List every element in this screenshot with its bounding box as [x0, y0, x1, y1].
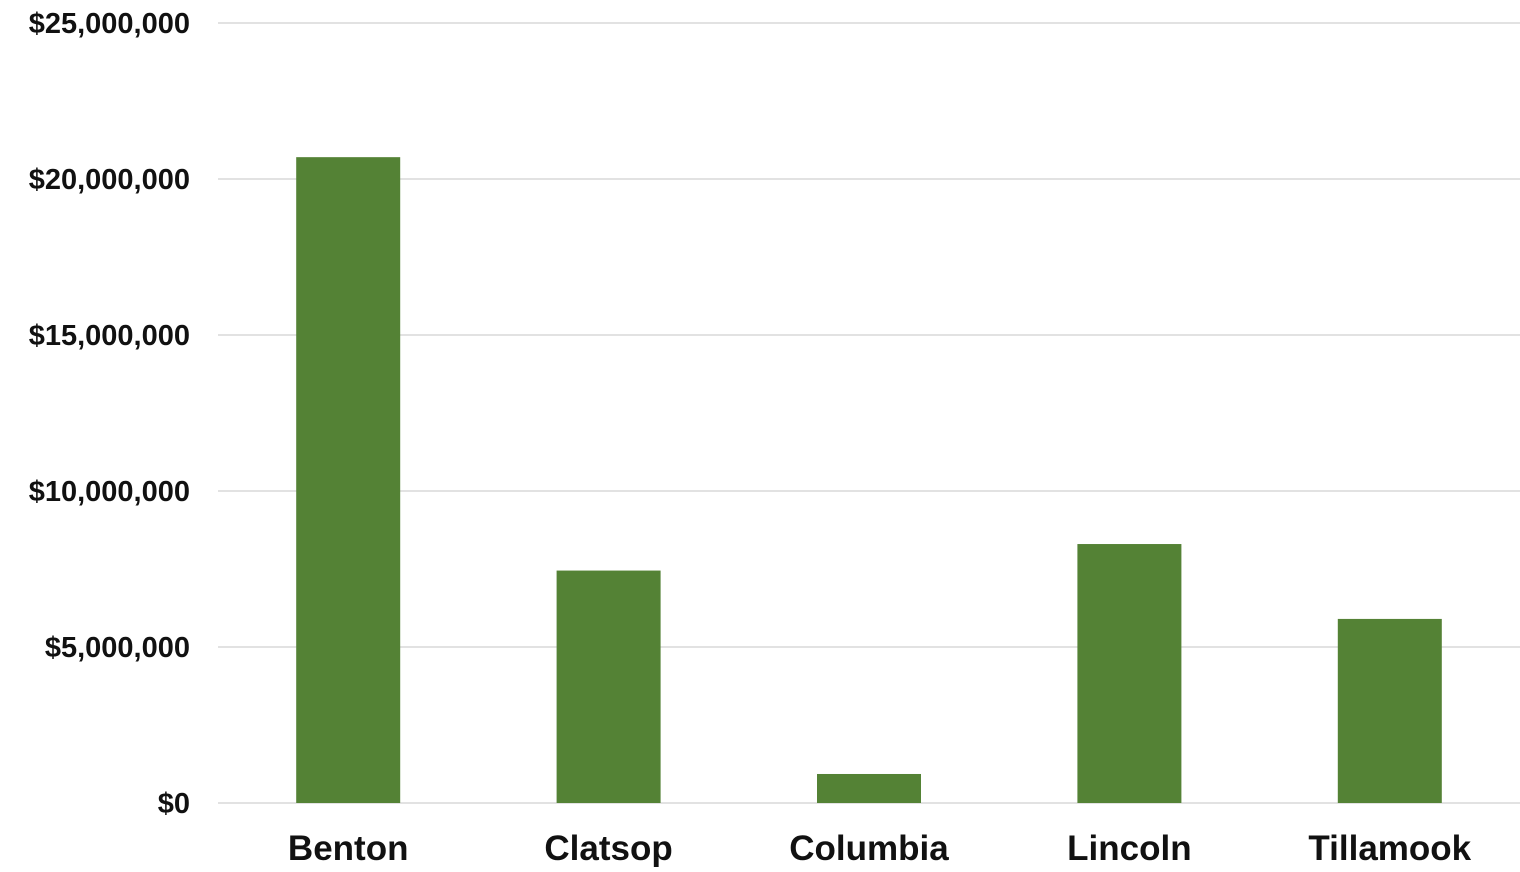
x-tick-label-clatsop: Clatsop [544, 829, 672, 867]
x-axis-tick-labels: Benton Clatsop Columbia Lincoln Tillamook [288, 829, 1472, 868]
x-tick-label-columbia: Columbia [789, 829, 949, 867]
bars [296, 157, 1442, 803]
y-tick-label: $15,000,000 [29, 320, 190, 352]
y-tick-label: $20,000,000 [29, 164, 190, 196]
y-tick-label: $5,000,000 [45, 632, 190, 664]
bar-clatsop [556, 570, 661, 803]
y-tick-label: $25,000,000 [29, 8, 190, 40]
y-tick-label: $10,000,000 [29, 476, 190, 508]
x-tick-label-tillamook: Tillamook [1308, 829, 1471, 867]
bar-tillamook [1337, 618, 1442, 803]
y-tick-label: $0 [158, 788, 190, 820]
bar-benton [296, 157, 401, 803]
bar-columbia [817, 773, 921, 803]
gridlines [218, 22, 1520, 804]
y-axis-tick-labels: $0 $5,000,000 $10,000,000 $15,000,000 $20,00… [29, 8, 190, 820]
x-tick-label-lincoln: Lincoln [1067, 829, 1191, 867]
x-tick-label-benton: Benton [288, 829, 409, 867]
bar-lincoln [1077, 544, 1182, 803]
